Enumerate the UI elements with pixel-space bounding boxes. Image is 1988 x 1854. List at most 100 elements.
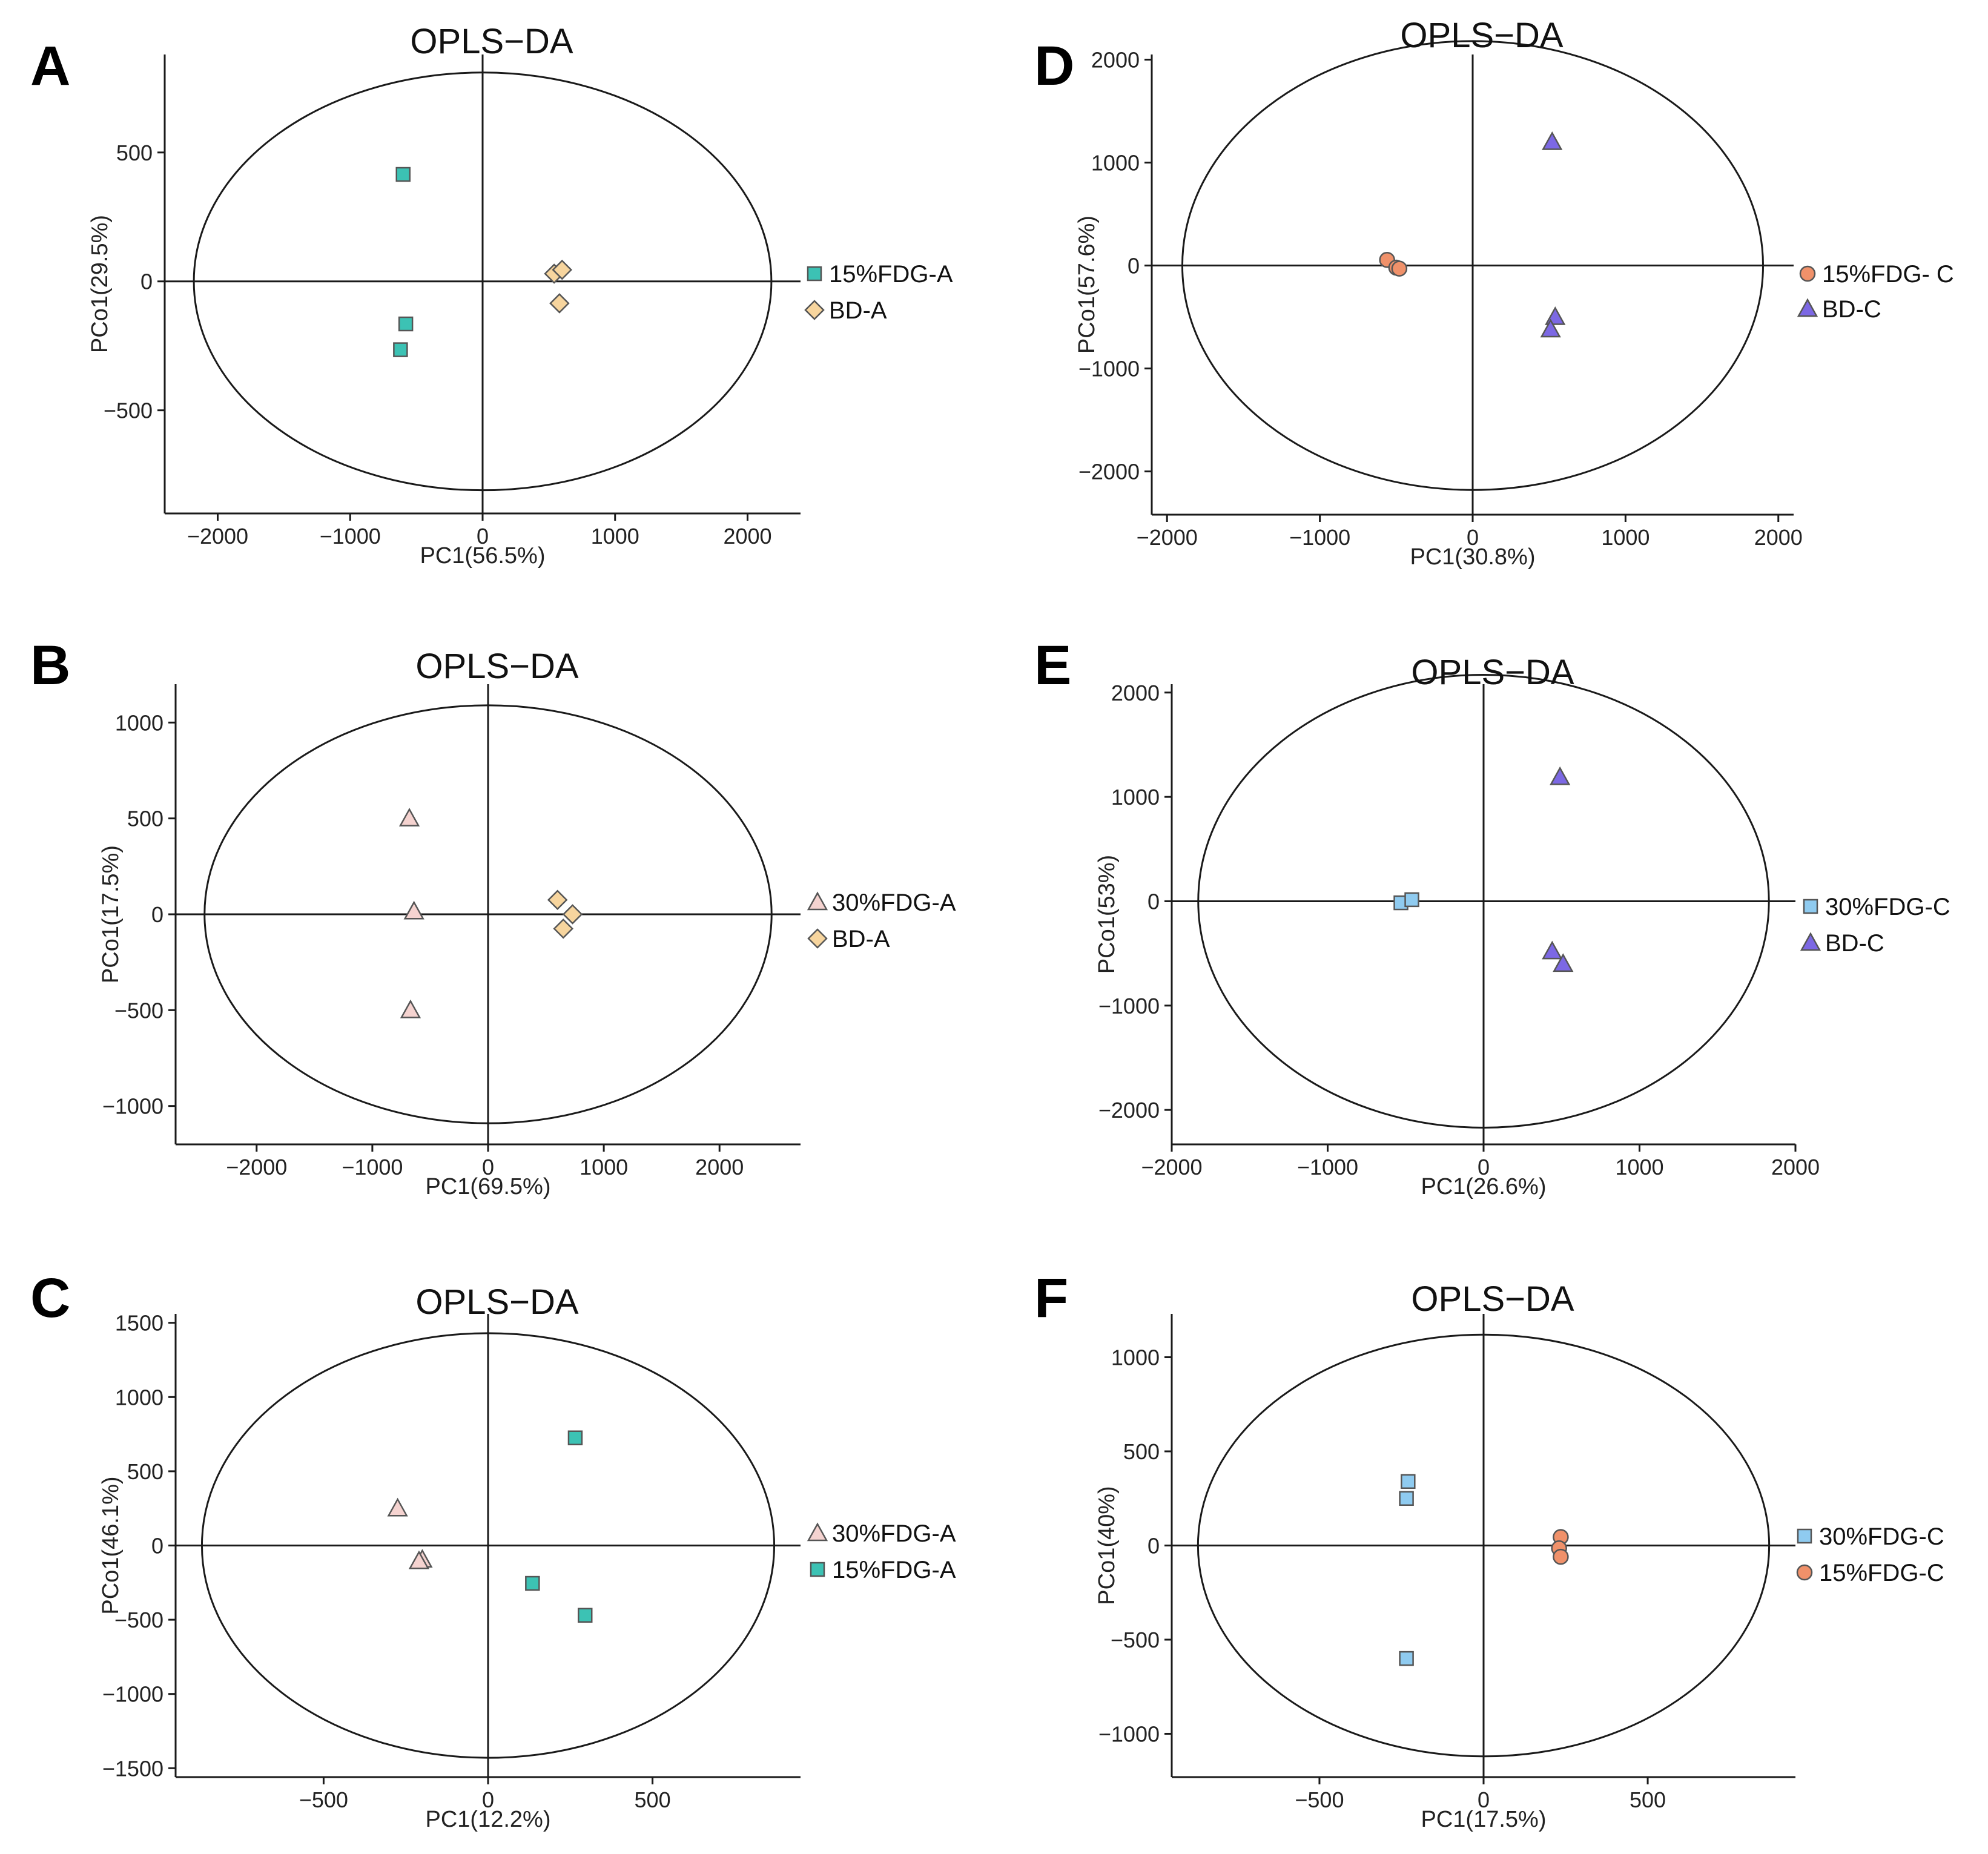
data-point	[552, 259, 573, 280]
x-tick-label: −2000	[187, 524, 248, 549]
x-tick-label: −500	[299, 1787, 348, 1812]
y-tick-label: −1500	[102, 1756, 163, 1781]
y-tick-label: 500	[116, 140, 153, 165]
x-tick-label: 0	[1478, 1155, 1490, 1179]
x-tick-label: 500	[635, 1787, 671, 1812]
legend-marker	[1797, 1528, 1812, 1544]
panel-c: −500 0 500 −1500 −1000 −500 0 500 1000 1500 PC1(12…	[30, 1267, 956, 1832]
y-axis-label: PCo1(57.6%)	[1074, 216, 1100, 354]
data-point	[525, 1575, 540, 1591]
legend-marker	[1797, 298, 1818, 317]
y-tick-label: 1000	[115, 1385, 163, 1410]
y-tick-label: 0	[151, 902, 163, 927]
y-tick-label: 500	[127, 1459, 163, 1484]
x-axis-label: PC1(26.6%)	[1421, 1174, 1547, 1199]
data-point	[403, 900, 424, 920]
x-tick-label: 0	[1467, 525, 1479, 550]
panel-label: A	[30, 35, 70, 97]
y-tick-label: 1000	[115, 710, 163, 735]
legend-marker	[1800, 932, 1821, 951]
data-point	[562, 904, 583, 925]
x-tick-label: 0	[482, 1155, 494, 1179]
legend-label: 15%FDG-C	[1819, 1560, 1944, 1586]
y-tick-label: 500	[1123, 1439, 1160, 1464]
x-tick-label: 0	[477, 524, 489, 549]
x-tick-label: 2000	[723, 524, 771, 549]
data-point	[1399, 1491, 1414, 1506]
data-point	[398, 808, 420, 826]
panel-f: −500 0 500 −1000 −500 0 500 1000 PC1(17.5%) PCo1(…	[1034, 1267, 1944, 1832]
legend-marker	[1796, 1564, 1813, 1581]
data-point	[393, 342, 408, 357]
y-axis-label: PCo1(46.1%)	[98, 1476, 124, 1614]
data-point	[553, 918, 573, 939]
panel-e: −2000 −1000 0 1000 2000 −2000 −1000 0 1000 2000 PC…	[1034, 635, 1950, 1199]
data-point	[1540, 318, 1561, 338]
panel-label: D	[1034, 35, 1074, 97]
data-point	[398, 316, 414, 332]
y-tick-label: 0	[1148, 1534, 1160, 1559]
x-axis-label: PC1(30.8%)	[1410, 544, 1536, 570]
x-tick-label: −2000	[226, 1155, 287, 1179]
legend-label: 15%FDG-A	[832, 1557, 956, 1583]
panel-a: −2000 −1000 0 1000 2000 −500 0 500 PC1(56.5%) PCo…	[30, 22, 953, 569]
y-tick-label: −2000	[1098, 1098, 1160, 1123]
data-point	[1550, 766, 1571, 785]
legend-marker	[807, 1522, 828, 1542]
data-point	[1391, 260, 1408, 277]
y-tick-label: 0	[140, 269, 153, 294]
y-tick-label: 0	[1148, 889, 1160, 914]
y-tick-label: −2000	[1078, 460, 1140, 484]
legend-marker	[804, 300, 825, 320]
panel-label: B	[30, 635, 70, 696]
chart-title: OPLS−DA	[410, 22, 573, 61]
y-tick-label: 2000	[1091, 48, 1140, 73]
legend-label: 30%FDG-A	[832, 1520, 956, 1547]
y-tick-label: 2000	[1111, 681, 1160, 705]
panel-label: C	[30, 1267, 70, 1329]
x-tick-label: 1000	[591, 524, 639, 549]
y-axis-label: PCo1(29.5%)	[87, 215, 113, 353]
y-tick-label: 1500	[115, 1311, 163, 1336]
data-point	[1545, 306, 1566, 325]
legend-label: 15%FDG-A	[829, 261, 953, 288]
x-axis-label: PC1(56.5%)	[420, 543, 546, 569]
x-tick-label: 2000	[695, 1155, 744, 1179]
x-tick-label: −1000	[1289, 525, 1350, 550]
panel-b: −2000 −1000 0 1000 2000 −1000 −500 0 500 1000 PC1(…	[30, 635, 956, 1199]
legend-marker	[807, 928, 828, 949]
chart-title: OPLS−DA	[1400, 16, 1563, 55]
chart-title: OPLS−DA	[1411, 653, 1574, 692]
data-point	[408, 1550, 430, 1569]
x-axis-label: PC1(12.2%)	[426, 1807, 551, 1832]
x-tick-label: −2000	[1141, 1155, 1202, 1179]
data-point	[387, 1497, 408, 1517]
y-tick-label: 0	[1128, 254, 1140, 279]
legend-label: 15%FDG- C	[1822, 261, 1954, 288]
legend-marker	[807, 266, 822, 282]
x-tick-label: 1000	[580, 1155, 628, 1179]
legend-label: 30%FDG-C	[1825, 894, 1950, 920]
x-tick-label: 2000	[1754, 525, 1803, 550]
y-tick-label: 0	[151, 1534, 163, 1559]
legend-label: 30%FDG-C	[1819, 1523, 1944, 1550]
chart-title: OPLS−DA	[415, 647, 578, 686]
data-point	[1401, 1474, 1416, 1489]
x-axis-label: PC1(69.5%)	[426, 1174, 551, 1199]
x-tick-label: 2000	[1771, 1155, 1820, 1179]
data-point	[400, 999, 421, 1018]
data-point	[1399, 1651, 1414, 1666]
y-axis-label: PCo1(40%)	[1094, 1486, 1120, 1605]
data-point	[1542, 131, 1563, 150]
x-tick-label: −2000	[1137, 525, 1198, 550]
x-tick-label: −500	[1295, 1787, 1344, 1812]
legend-marker	[1799, 265, 1816, 282]
y-tick-label: −1000	[1098, 994, 1160, 1018]
data-point	[1542, 940, 1563, 960]
y-tick-label: −500	[1111, 1628, 1160, 1652]
data-point	[1553, 1548, 1569, 1565]
data-point	[547, 889, 568, 911]
y-tick-label: −1000	[102, 1682, 163, 1707]
y-tick-label: 500	[127, 807, 163, 831]
